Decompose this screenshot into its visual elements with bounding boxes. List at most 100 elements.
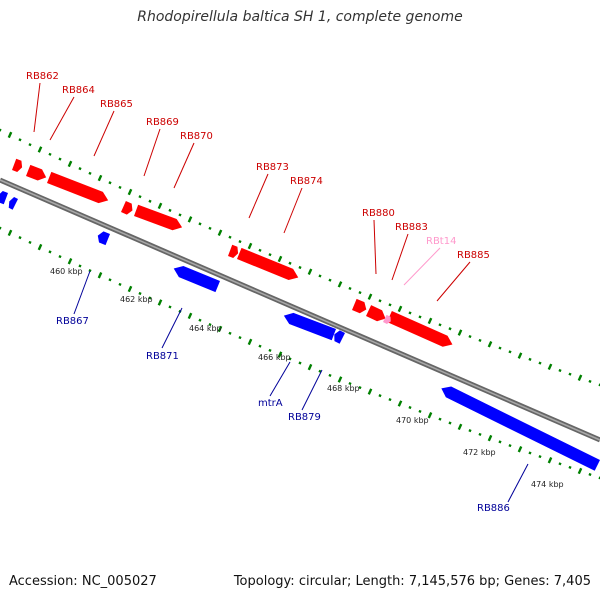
gc-skew-dot-upper [418, 315, 422, 319]
gc-skew-dot-lower [288, 357, 292, 361]
gc-skew-dot-upper [0, 128, 2, 132]
gene-label-rb862[interactable]: RB862 [26, 71, 59, 82]
gc-skew-dot-upper [217, 229, 223, 237]
gc-skew-dot-lower [388, 398, 392, 402]
gc-skew-dot-upper [277, 255, 283, 263]
gc-skew-dot-upper [88, 171, 92, 175]
gc-skew-dot-upper [517, 352, 523, 359]
scale-tick-label: 462 kbp [120, 295, 153, 304]
gc-skew-dot-upper [528, 357, 532, 361]
gc-skew-dot-upper [588, 379, 592, 383]
gc-skew-dot-lower [438, 417, 442, 421]
gene-label-rb885[interactable]: RB885 [457, 250, 490, 261]
leader-line [33, 82, 41, 133]
forward-gene-arrow [26, 164, 47, 181]
gene-label-rb883[interactable]: RB883 [395, 222, 428, 233]
gc-skew-dot-lower [7, 229, 13, 237]
leader-line [436, 261, 471, 302]
genome-stats: Topology: circular; Length: 7,145,576 bp… [234, 574, 591, 589]
gene-label-rb870[interactable]: RB870 [180, 131, 213, 142]
gc-skew-dot-lower [457, 423, 463, 431]
gene-track [0, 158, 600, 471]
accession-label: Accession: [9, 574, 78, 589]
leader-line [143, 128, 161, 177]
gene-label-rb879[interactable]: RB879 [288, 412, 321, 423]
gc-skew-dot-upper [577, 374, 583, 382]
gc-skew-dot-lower [18, 236, 22, 240]
gc-skew-dot-lower [277, 351, 283, 358]
gc-skew-dot-lower [208, 323, 212, 327]
separator: ; [346, 574, 356, 589]
forward-gene-arrow [47, 171, 109, 204]
reverse-gene-arrow [0, 191, 8, 205]
gene-label-rb867[interactable]: RB867 [56, 316, 89, 327]
gc-skew-dot-upper [268, 253, 272, 257]
gc-skew-dot-upper [538, 361, 542, 365]
gc-skew-dot-lower [378, 394, 382, 398]
gene-label-rb873[interactable]: RB873 [256, 162, 289, 173]
leader-line [269, 361, 291, 397]
gc-skew-dot-lower [198, 318, 202, 322]
gene-label-rb874[interactable]: RB874 [290, 176, 323, 187]
gc-skew-dot-lower [0, 226, 2, 230]
gene-label-rb865[interactable]: RB865 [100, 99, 133, 110]
length-label: Length: [355, 574, 405, 589]
forward-gene-arrow [134, 204, 183, 231]
gene-label-rbt14[interactable]: RBt14 [426, 236, 456, 247]
gc-skew-dot-lower [367, 388, 373, 395]
gene-label-rb864[interactable]: RB864 [62, 85, 95, 96]
gc-skew-dot-upper [307, 268, 313, 275]
leader-line [283, 187, 303, 234]
gc-skew-dot-upper [108, 181, 112, 185]
gene-label-rb880[interactable]: RB880 [362, 208, 395, 219]
gc-skew-dot-upper [328, 278, 332, 282]
gc-skew-dot-lower [97, 271, 103, 279]
gc-skew-dot-lower [448, 421, 452, 425]
gc-skew-dot-lower [268, 348, 272, 352]
gc-skew-dot-lower [78, 264, 82, 268]
gc-skew-dot-lower [307, 363, 313, 371]
gc-skew-dot-upper [198, 222, 202, 226]
gc-skew-dot-upper [258, 248, 262, 252]
topology-value: circular [298, 574, 347, 589]
scale-tick-label: 466 kbp [258, 353, 291, 362]
gene-label-rb886[interactable]: RB886 [477, 503, 510, 514]
genes-label: Genes: [504, 574, 550, 589]
reverse-gene-arrow [334, 330, 345, 344]
rna-gene-arrow [383, 314, 391, 324]
separator: ; [495, 574, 505, 589]
gc-skew-dot-lower [58, 255, 62, 259]
leader-line [248, 173, 269, 219]
gc-skew-dot-lower [558, 462, 562, 466]
gene-label-rb869[interactable]: RB869 [146, 117, 179, 128]
gc-skew-dot-upper [397, 305, 403, 313]
gc-skew-dot-upper [438, 323, 442, 327]
forward-gene-arrow [121, 201, 133, 215]
leader-line [301, 369, 323, 411]
gc-skew-dot-upper [348, 286, 352, 291]
gc-skew-dot-upper [127, 188, 133, 196]
gc-skew-dot-lower [498, 440, 502, 444]
gc-skew-dot-lower [487, 434, 493, 442]
gc-skew-dot-upper [457, 329, 463, 336]
gc-skew-dot-lower [118, 282, 122, 286]
gc-skew-dot-lower [418, 409, 422, 413]
gc-skew-dot-upper [118, 185, 122, 189]
leader-line [93, 110, 115, 157]
gc-skew-dot-lower [157, 299, 163, 306]
gc-skew-dot-lower [67, 258, 73, 265]
gc-skew-dot-lower [187, 312, 193, 320]
gc-skew-dot-upper [388, 303, 392, 307]
gc-skew-dot-upper [337, 281, 343, 288]
gc-skew-dot-upper [168, 208, 172, 212]
gc-skew-dot-lower [538, 455, 542, 459]
gc-skew-dot-lower [108, 278, 112, 282]
gc-skew-dot-upper [208, 226, 212, 230]
scale-tick-label: 472 kbp [463, 448, 496, 457]
leader-line [507, 463, 529, 503]
reverse-gene-arrow [283, 312, 336, 341]
gene-label-mtra[interactable]: mtrA [258, 398, 283, 409]
gene-label-rb871[interactable]: RB871 [146, 351, 179, 362]
gc-skew-dot-upper [288, 261, 292, 265]
gc-skew-dot-lower [298, 361, 302, 365]
